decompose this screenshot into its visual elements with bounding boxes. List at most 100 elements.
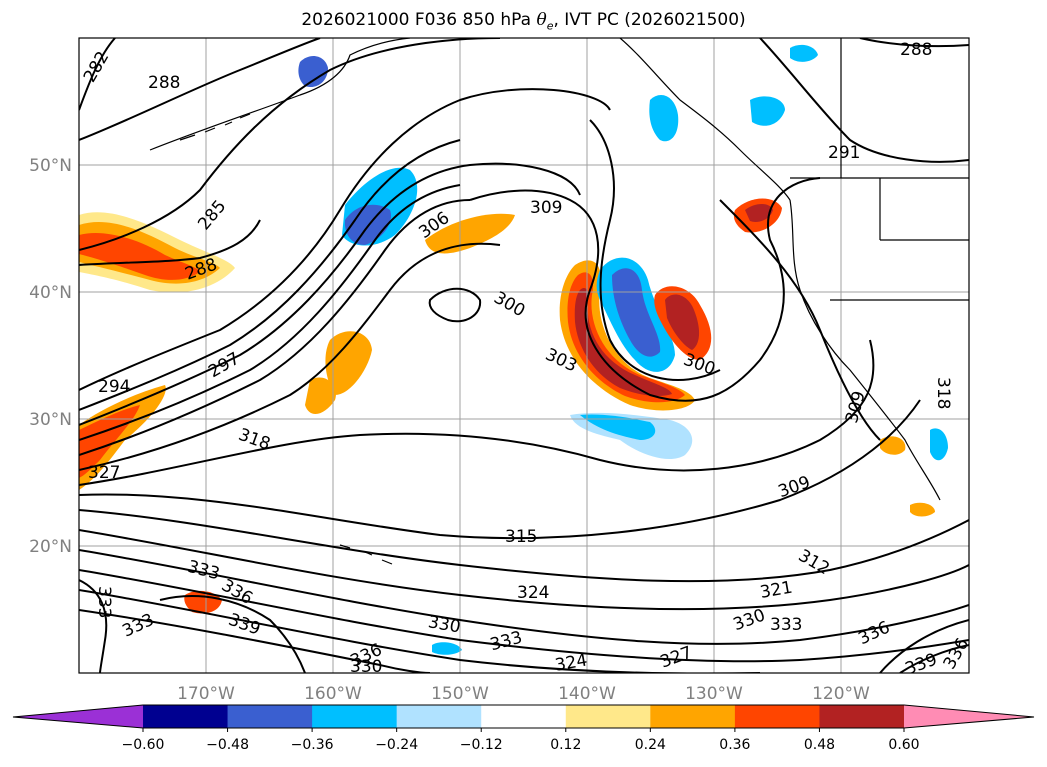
shade-cold-south-2 bbox=[580, 414, 656, 440]
colorbar-tick-label-0: −0.60 bbox=[122, 737, 165, 753]
hawaii bbox=[339, 544, 393, 565]
colorbar-cell-2 bbox=[312, 705, 398, 728]
contour-306 bbox=[79, 199, 471, 456]
colorbar-tick-label-1: −0.48 bbox=[206, 737, 249, 753]
colorbar-tick-label-5: 0.12 bbox=[550, 737, 581, 753]
contour-303 bbox=[79, 184, 461, 441]
shade-warm-subtropic bbox=[79, 385, 166, 490]
clabel-0: 282 bbox=[80, 48, 114, 86]
clabel-26: 321 bbox=[759, 578, 794, 603]
clabel-29: 333 bbox=[770, 615, 802, 635]
lat-ticks: 50°N 40°N 30°N 20°N bbox=[29, 156, 72, 557]
ivt-shading bbox=[79, 44, 948, 655]
clabel-16: 318 bbox=[933, 377, 953, 409]
contour-282 bbox=[79, 38, 116, 111]
contour-321 bbox=[79, 509, 969, 583]
clabel-28: 330 bbox=[731, 605, 768, 635]
contour-288 bbox=[79, 38, 321, 141]
contour-label-group: 282 288 288 285 288 291 306 309 300 297 … bbox=[80, 40, 969, 680]
clabel-1: 288 bbox=[148, 73, 180, 93]
shade-warm-coast-2 bbox=[745, 204, 773, 222]
contour-297 bbox=[79, 139, 461, 411]
shade-warm-central-2 bbox=[325, 331, 372, 395]
clabel-2: 288 bbox=[900, 40, 932, 60]
colorbar-cell-5 bbox=[565, 705, 651, 728]
lon-label-120: 120°W bbox=[812, 684, 870, 704]
contour-294 bbox=[79, 88, 611, 391]
title-sub: e bbox=[546, 19, 554, 33]
clabel-32: 330 bbox=[350, 657, 382, 677]
lat-label-40: 40°N bbox=[29, 283, 72, 303]
clabel-12: 300 bbox=[681, 350, 718, 380]
title-suffix: , IVT PC (2026021500) bbox=[553, 10, 746, 30]
clabel-20: 333 bbox=[185, 557, 222, 585]
colorbar-cell-1 bbox=[227, 705, 313, 728]
coast-west bbox=[789, 199, 941, 501]
border-states bbox=[830, 38, 969, 301]
contour-327 bbox=[79, 549, 969, 645]
map-frame bbox=[78, 37, 970, 674]
contour-330 bbox=[79, 569, 969, 663]
shade-warm-central-3 bbox=[305, 377, 336, 415]
figure-title: 2026021000 F036 850 hPa θe, IVT PC (2026… bbox=[0, 10, 1047, 32]
colorbar-tick-label-4: −0.12 bbox=[460, 737, 503, 753]
contour-333b bbox=[79, 579, 108, 673]
shade-warm-se-2 bbox=[910, 502, 935, 517]
colorbar-under-arrow bbox=[13, 705, 143, 728]
contour-339-se bbox=[899, 644, 969, 673]
lon-label-150: 150°W bbox=[431, 684, 489, 704]
lat-label-50: 50°N bbox=[29, 156, 72, 176]
clabel-23: 333 bbox=[119, 610, 157, 642]
coastlines bbox=[149, 38, 969, 565]
map-panel: 282 288 288 285 288 291 306 309 300 297 … bbox=[79, 38, 969, 680]
lat-label-30: 30°N bbox=[29, 410, 72, 430]
clabel-15: 327 bbox=[88, 463, 120, 483]
shade-cold-ne-3 bbox=[790, 44, 818, 62]
coast-gulf bbox=[619, 38, 791, 201]
contour-loop-small bbox=[428, 287, 482, 323]
colorbar-ticks: −0.60 −0.48 −0.36 −0.24 −0.12 0.12 0.24 0.36 0.4… bbox=[122, 728, 920, 753]
clabel-36: 339 bbox=[902, 650, 939, 680]
contour-309-loop bbox=[469, 177, 821, 402]
colorbar-tick-label-6: 0.24 bbox=[635, 737, 666, 753]
colorbar-cell-7 bbox=[734, 705, 820, 728]
contour-288-ne bbox=[859, 38, 969, 48]
clabel-33: 333 bbox=[488, 628, 525, 656]
contour-300 bbox=[79, 162, 581, 426]
contour-324 bbox=[79, 529, 969, 611]
clabel-10: 294 bbox=[98, 377, 130, 397]
clabel-34: 324 bbox=[554, 650, 589, 675]
clabel-13: 318 bbox=[236, 425, 273, 455]
theta-e-contours bbox=[79, 38, 969, 673]
coast-alaska bbox=[149, 38, 411, 151]
colorbar: −0.60 −0.48 −0.36 −0.24 −0.12 0.12 0.24 0.36 0.4… bbox=[12, 704, 1035, 753]
shade-cold-dipole-2 bbox=[612, 268, 661, 357]
shade-cold-top bbox=[298, 56, 328, 88]
lon-ticks: 170°W 160°W 150°W 140°W 130°W 120°W bbox=[177, 684, 870, 704]
colorbar-cell-0 bbox=[143, 705, 229, 728]
colorbar-tick-label-9: 0.60 bbox=[888, 737, 919, 753]
title-theta: θ bbox=[536, 10, 547, 30]
clabel-7: 309 bbox=[530, 198, 562, 218]
shade-cold-se bbox=[930, 428, 948, 461]
coast-aleutians bbox=[179, 113, 251, 141]
shade-warm-east-2 bbox=[665, 294, 700, 350]
contour-312 bbox=[79, 242, 501, 471]
lon-label-130: 130°W bbox=[685, 684, 743, 704]
contour-336 bbox=[79, 609, 431, 673]
colorbar-tick-label-7: 0.36 bbox=[719, 737, 750, 753]
contour-285 bbox=[79, 38, 501, 251]
contour-309-inner bbox=[589, 119, 721, 381]
contour-coast bbox=[719, 199, 881, 441]
clabel-27: 330 bbox=[427, 612, 462, 637]
contour-339 bbox=[159, 595, 306, 673]
colorbar-cell-6 bbox=[650, 705, 736, 728]
colorbar-tick-label-8: 0.48 bbox=[804, 737, 835, 753]
shade-cold-ne-2 bbox=[750, 96, 785, 126]
clabel-14: 309 bbox=[842, 389, 870, 426]
lon-label-170: 170°W bbox=[177, 684, 235, 704]
shade-cold-ne bbox=[649, 95, 679, 142]
contour-333 bbox=[79, 589, 760, 673]
contour-336-se bbox=[879, 619, 969, 673]
